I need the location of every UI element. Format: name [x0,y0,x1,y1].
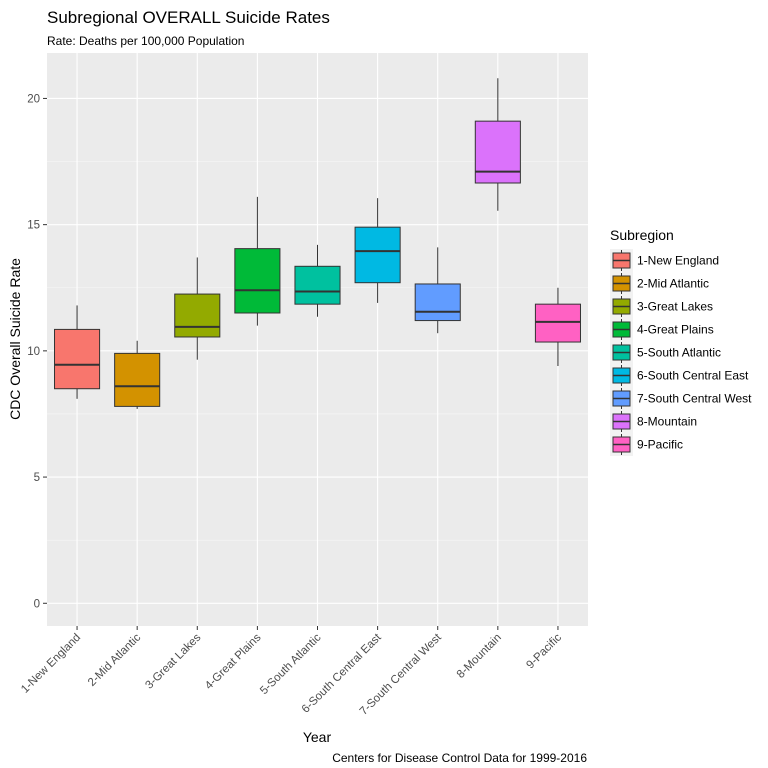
box-2 [114,340,161,409]
box-5 [294,244,341,317]
legend-label: 7-South Central West [637,392,752,406]
box-iqr [474,120,521,184]
box-iqr [354,226,401,284]
box-iqr [414,283,461,322]
x-tick-label: 9-Pacific [524,631,564,671]
box-4 [234,196,281,326]
chart-subtitle: Rate: Deaths per 100,000 Population [47,34,244,48]
x-tick-label: 1-New England [19,632,83,696]
plot-panel [47,53,588,626]
legend-label: 9-Pacific [637,438,683,452]
legend-label: 1-New England [637,254,719,268]
y-tick-label: 5 [34,472,40,484]
legend-label: 8-Mountain [637,415,697,429]
box-3 [174,257,221,360]
box-iqr [294,265,341,305]
box-8 [474,78,521,211]
legend: Subregion 1-New England 2-Mid Atlantic 3-G… [610,227,752,456]
chart-title: Subregional OVERALL Suicide Rates [47,8,330,27]
box-iqr [54,328,101,390]
legend-label: 2-Mid Atlantic [637,277,709,291]
legend-item-7: 7-South Central West [610,387,752,410]
y-tick-label: 20 [27,93,40,105]
legend-item-3: 3-Great Lakes [610,295,713,318]
box-1 [54,305,101,399]
box-iqr [114,352,161,407]
legend-item-4: 4-Great Plains [610,318,714,341]
legend-label: 3-Great Lakes [637,300,713,314]
box-7 [414,247,461,334]
legend-item-6: 6-South Central East [610,364,749,387]
box-iqr [174,293,221,338]
x-tick-label: 5-South Atlantic [258,631,324,697]
y-tick-label: 0 [34,598,40,610]
legend-title: Subregion [610,227,674,243]
x-tick-label: 4-Great Plains [203,631,264,692]
x-tick-label: 8-Mountain [455,632,504,681]
y-tick-label: 10 [27,346,40,358]
legend-item-8: 8-Mountain [610,410,697,433]
legend-label: 5-South Atlantic [637,346,721,360]
legend-item-5: 5-South Atlantic [610,341,721,364]
y-axis-title: CDC Overall Suicide Rate [7,258,23,420]
x-tick-label: 2-Mid Atlantic [86,631,143,688]
legend-item-1: 1-New England [610,249,719,272]
x-axis-title: Year [303,729,332,745]
x-tick-label: 3-Great Lakes [143,631,203,691]
chart-caption: Centers for Disease Control Data for 199… [332,751,587,765]
box-6 [354,198,401,303]
y-axis: 0 5 10 15 20 [27,93,47,610]
legend-label: 4-Great Plains [637,323,714,337]
x-axis: 1-New England 2-Mid Atlantic 3-Great Lakes… [19,626,564,718]
legend-label: 6-South Central East [637,369,749,383]
box-9 [534,287,581,367]
y-tick-label: 15 [27,220,40,232]
box-iqr [534,303,581,343]
box-iqr [234,248,281,314]
legend-item-2: 2-Mid Atlantic [610,272,709,295]
legend-item-9: 9-Pacific [610,433,683,456]
box-series [54,78,581,409]
